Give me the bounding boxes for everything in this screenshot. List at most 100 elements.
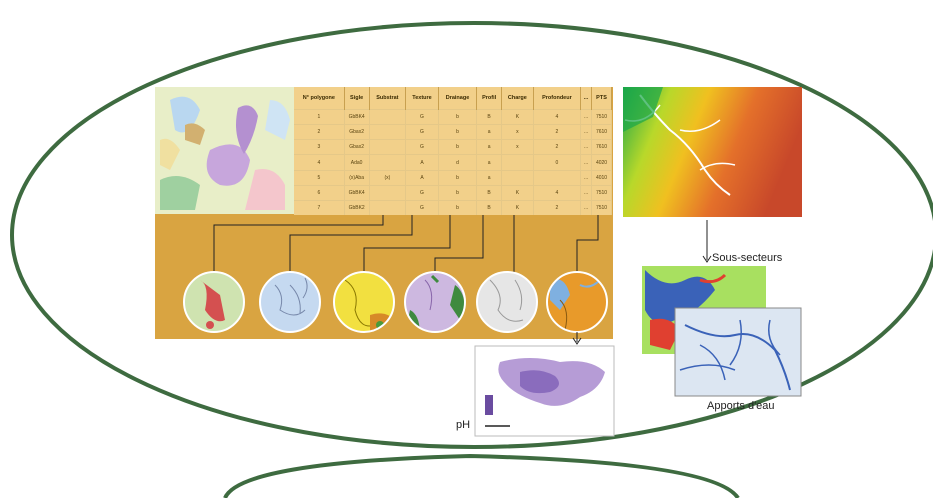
table-cell: 2 — [294, 124, 345, 140]
soil-map — [155, 87, 294, 214]
table-cell: b — [438, 124, 478, 140]
thumb-circle-5 — [476, 271, 538, 333]
table-cell: B — [476, 184, 502, 201]
ph-map — [474, 345, 615, 437]
table-cell: B — [476, 199, 502, 215]
table-cell: 3 — [294, 139, 345, 155]
apports-map — [674, 307, 802, 397]
table-cell: 7610 — [591, 124, 612, 140]
col-header: Drainage — [438, 87, 478, 110]
table-cell: ... — [580, 154, 593, 171]
table-cell: ... — [580, 139, 593, 155]
thumb-circle-4 — [404, 271, 466, 333]
col-header: Texture — [405, 87, 439, 110]
table-cell: 7510 — [591, 108, 612, 125]
table-cell: a — [476, 154, 502, 171]
table-cell: 6 — [294, 184, 345, 201]
table-cell: GbBK2 — [344, 199, 370, 215]
table-cell — [369, 108, 407, 125]
table-header-row: N° polygone Sigle Substrat Texture Drain… — [294, 87, 612, 110]
table-cell: x — [501, 124, 534, 140]
table-cell: (x) — [369, 169, 407, 186]
table-cell: 2 — [533, 199, 582, 215]
table-cell: b — [438, 199, 478, 215]
main-oval — [10, 21, 933, 449]
elevation-map — [623, 87, 802, 217]
table-cell — [501, 154, 534, 171]
lower-arc — [223, 453, 740, 498]
table-cell: 5 — [294, 169, 345, 186]
col-header: ... — [580, 87, 593, 110]
sous-secteurs-label: Sous-secteurs — [712, 252, 783, 264]
col-header: N° polygone — [294, 87, 345, 110]
table-cell — [501, 169, 534, 186]
table-cell: b — [438, 139, 478, 155]
soil-attribute-table: N° polygone Sigle Substrat Texture Drain… — [294, 87, 612, 215]
table-cell: 2 — [533, 124, 582, 140]
col-header: Sigle — [344, 87, 370, 110]
table-cell: d — [438, 154, 478, 171]
table-cell: a — [476, 139, 502, 155]
table-cell: A — [405, 169, 439, 186]
table-cell: ... — [580, 184, 593, 201]
table-cell: ... — [580, 199, 593, 215]
table-cell — [369, 154, 407, 171]
table-cell — [369, 139, 407, 155]
table-cell: 1 — [294, 108, 345, 125]
table-cell — [533, 169, 582, 186]
table-cell: K — [501, 199, 534, 215]
table-cell: B — [476, 108, 502, 125]
table-cell: ... — [580, 108, 593, 125]
table-cell: 4 — [294, 154, 345, 171]
table-cell: G — [405, 108, 439, 125]
thumb-circle-2 — [259, 271, 321, 333]
table-cell — [369, 184, 407, 201]
table-cell: 4010 — [591, 169, 612, 186]
table-cell: b — [438, 108, 478, 125]
table-cell: ... — [580, 124, 593, 140]
table-cell: G — [405, 184, 439, 201]
table-cell: G — [405, 199, 439, 215]
connector-lines — [213, 215, 599, 272]
table-cell: K — [501, 184, 534, 201]
table-cell: b — [438, 169, 478, 186]
thumb-circle-6 — [546, 271, 608, 333]
table-cell: Gbax2 — [344, 139, 370, 155]
table-cell: GbBK4 — [344, 184, 370, 201]
table-cell: Ada0 — [344, 154, 370, 171]
table-cell — [369, 124, 407, 140]
table-cell: 7510 — [591, 199, 612, 215]
table-cell: a — [476, 169, 502, 186]
ph-label: pH — [456, 419, 471, 431]
table-cell: 4 — [533, 108, 582, 125]
col-header: Substrat — [369, 87, 407, 110]
col-header: Profondeur — [533, 87, 582, 110]
col-header: PTS — [591, 87, 612, 110]
thumb-circle-1 — [183, 271, 245, 333]
table-cell: A — [405, 154, 439, 171]
table-cell: 7510 — [591, 184, 612, 201]
col-header: Profil — [476, 87, 502, 110]
table-cell: (x)Aba — [344, 169, 370, 186]
table-cell: 7610 — [591, 139, 612, 155]
col-header: Charge — [501, 87, 534, 110]
table-cell: x — [501, 139, 534, 155]
table-cell: 4020 — [591, 154, 612, 171]
table-cell: 7 — [294, 199, 345, 215]
table-cell: b — [438, 184, 478, 201]
table-cell — [369, 199, 407, 215]
table-cell: 4 — [533, 184, 582, 201]
table-cell: Gbax2 — [344, 124, 370, 140]
table-cell: 0 — [533, 154, 582, 171]
table-cell: K — [501, 108, 534, 125]
table-cell: G — [405, 139, 439, 155]
table-cell: G — [405, 124, 439, 140]
table-cell: GbBK4 — [344, 108, 370, 125]
table-cell: ... — [580, 169, 593, 186]
apports-label: Apports d'eau — [707, 400, 775, 412]
